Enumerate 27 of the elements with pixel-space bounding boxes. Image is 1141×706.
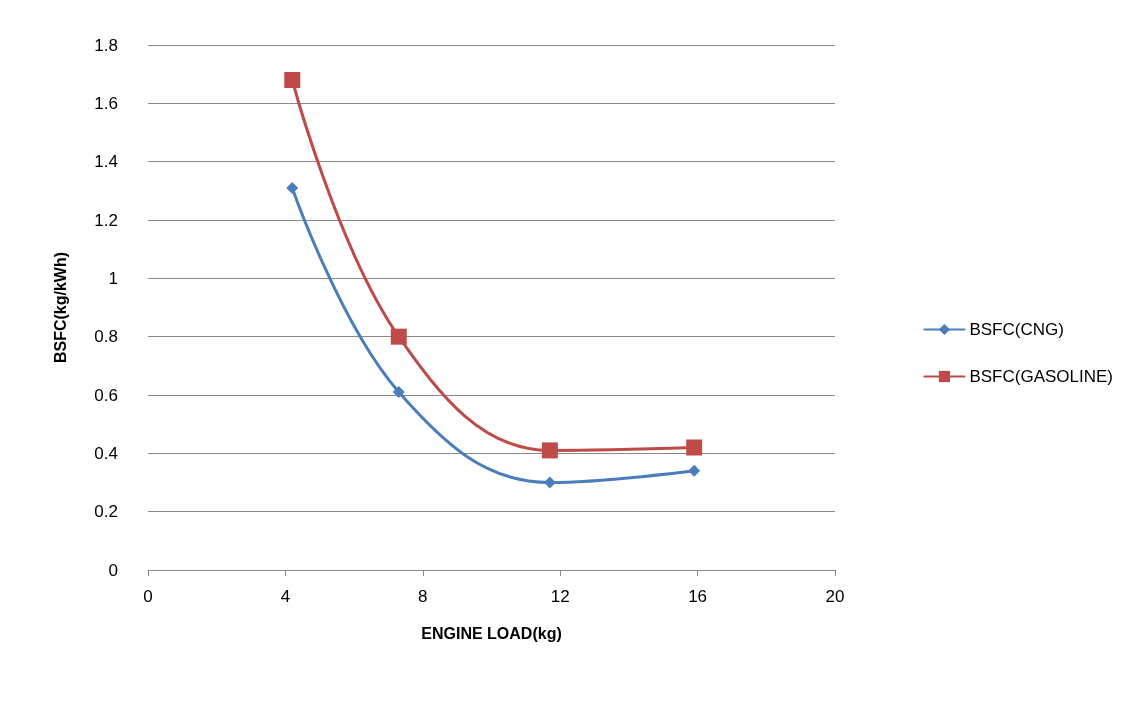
x-tick-label: 0 (143, 587, 153, 606)
x-tick-label: 8 (418, 587, 428, 606)
y-tick-label: 1 (108, 268, 118, 288)
legend-label: BSFC(CNG) (969, 320, 1064, 339)
y-axis-title: BSFC(kg/kWh) (51, 251, 69, 364)
x-tick-label: 16 (688, 587, 708, 606)
x-tick-label: 12 (550, 587, 570, 606)
point (390, 328, 407, 345)
y-tick-label: 0.2 (94, 502, 118, 522)
x-axis-title: ENGINE LOAD(kg) (421, 624, 562, 642)
point (284, 72, 301, 88)
y-tick-label: 0.4 (94, 443, 118, 463)
point (541, 442, 558, 459)
y-tick-label: 0.6 (94, 385, 118, 405)
point (286, 181, 299, 194)
y-tick-label: 0 (108, 560, 118, 580)
x-tick-label: 20 (825, 587, 845, 606)
point (688, 464, 701, 477)
y-tick-label: 1.2 (94, 210, 118, 230)
x-tick-label: 4 (280, 587, 291, 606)
y-tick-label: 0.8 (94, 327, 118, 347)
y-tick-label: 1.8 (94, 35, 118, 55)
y-tick-label: 1.4 (94, 152, 118, 172)
point (392, 386, 405, 399)
point (686, 439, 703, 456)
y-tick-label: 1.6 (94, 93, 118, 113)
legend-label: BSFC(GASOLINE) (969, 367, 1114, 386)
